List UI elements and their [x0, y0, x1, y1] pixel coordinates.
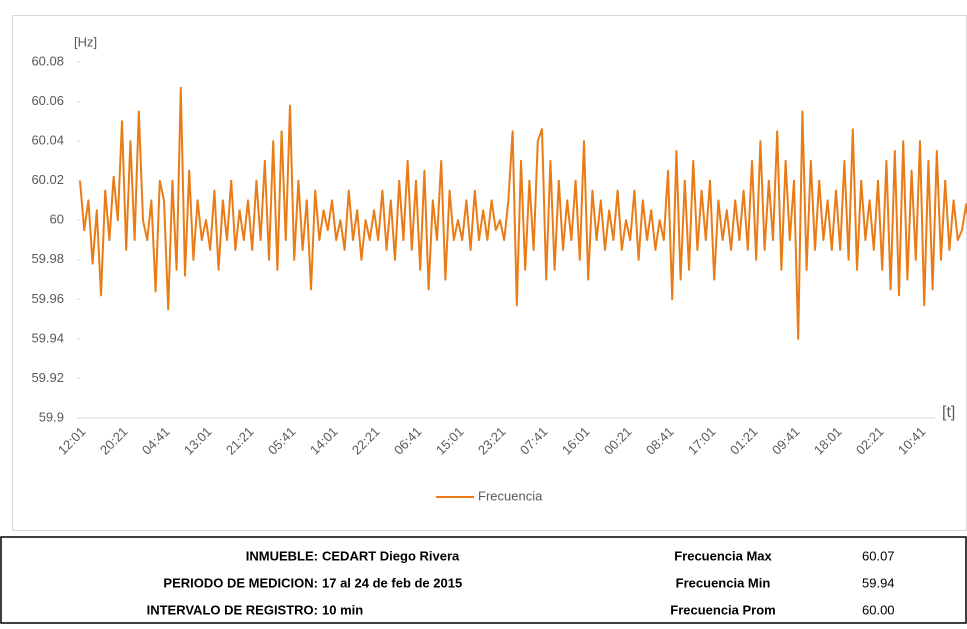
stat-label: Frecuencia Max [674, 548, 772, 563]
stat-value: 60.07 [862, 548, 895, 563]
y-tick-label: 59.92 [31, 370, 64, 385]
info-value: CEDART Diego Rivera [322, 548, 460, 563]
data-line [79, 86, 967, 340]
y-tick-label: 60.04 [31, 133, 64, 148]
y-tick-label: 59.9 [39, 409, 64, 424]
y-tick-label: 59.94 [31, 330, 64, 345]
y-tick-label: 59.96 [31, 291, 64, 306]
stat-value: 60.00 [862, 602, 895, 617]
y-tick-label: 60.06 [31, 93, 64, 108]
chart-frame [12, 15, 967, 531]
y-axis-label: [Hz] [74, 34, 97, 49]
info-label: INTERVALO DE REGISTRO: [147, 602, 318, 617]
legend-label: Frecuencia [478, 488, 543, 503]
info-value: 10 min [322, 602, 363, 617]
x-axis-label: [t] [942, 404, 955, 421]
y-tick-label: 60.02 [31, 172, 64, 187]
stat-label: Frecuencia Min [676, 575, 771, 590]
info-value: 17 al 24 de feb de 2015 [322, 575, 462, 590]
info-label: INMUEBLE: [246, 548, 318, 563]
y-tick-label: 60 [50, 212, 64, 227]
y-tick-label: 60.08 [31, 53, 64, 68]
info-table: INMUEBLE: CEDART Diego Rivera PERIODO DE M… [0, 536, 967, 624]
stat-value: 59.94 [862, 575, 895, 590]
stat-label: Frecuencia Prom [670, 602, 776, 617]
info-label: PERIODO DE MEDICION: [163, 575, 318, 590]
y-tick-label: 59.98 [31, 251, 64, 266]
table-frame [0, 536, 967, 624]
